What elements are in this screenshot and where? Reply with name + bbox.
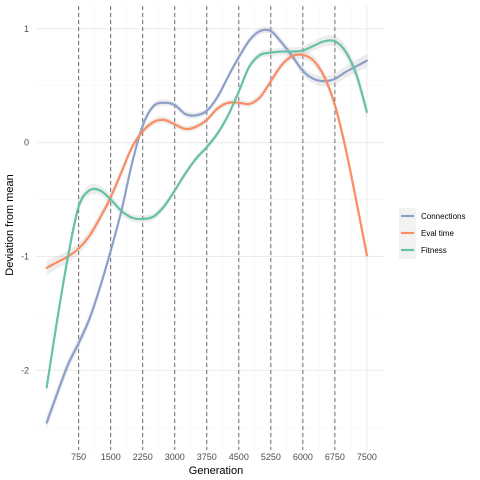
- y-tick-label: -2: [21, 365, 29, 375]
- confidence-bands: [46, 26, 367, 430]
- legend-label: Fitness: [421, 246, 447, 255]
- legend-label: Connections: [421, 212, 465, 221]
- y-tick-label: 1: [24, 24, 29, 34]
- x-tick-label: 750: [71, 452, 86, 462]
- y-axis-tick-labels: -2 -1 0 1: [21, 24, 29, 376]
- series-line: [45, 28, 369, 424]
- x-tick-label: 1500: [101, 452, 121, 462]
- x-tick-label: 3000: [165, 452, 185, 462]
- y-tick-label: -1: [21, 251, 29, 261]
- x-tick-label: 2250: [133, 452, 153, 462]
- x-tick-label: 7500: [357, 452, 377, 462]
- x-tick-label: 5250: [261, 452, 281, 462]
- x-axis-title: Generation: [189, 465, 243, 477]
- legend-label: Eval time: [421, 229, 454, 238]
- x-tick-label: 6000: [293, 452, 313, 462]
- y-tick-label: 0: [24, 138, 29, 148]
- series-line: [45, 39, 369, 389]
- series-line: [45, 53, 369, 269]
- x-tick-label: 6750: [325, 452, 345, 462]
- y-axis-title: Deviation from mean: [4, 174, 16, 276]
- confidence-band: [46, 50, 367, 275]
- x-axis-tick-labels: 750 1500 2250 3000 3750 4500 5250 6000 6750 7500: [71, 452, 377, 462]
- x-tick-label: 4500: [229, 452, 249, 462]
- x-tick-label: 3750: [197, 452, 217, 462]
- series-lines: [45, 28, 369, 424]
- legend: Connections Eval time Fitness: [399, 208, 465, 259]
- grid: [36, 6, 384, 450]
